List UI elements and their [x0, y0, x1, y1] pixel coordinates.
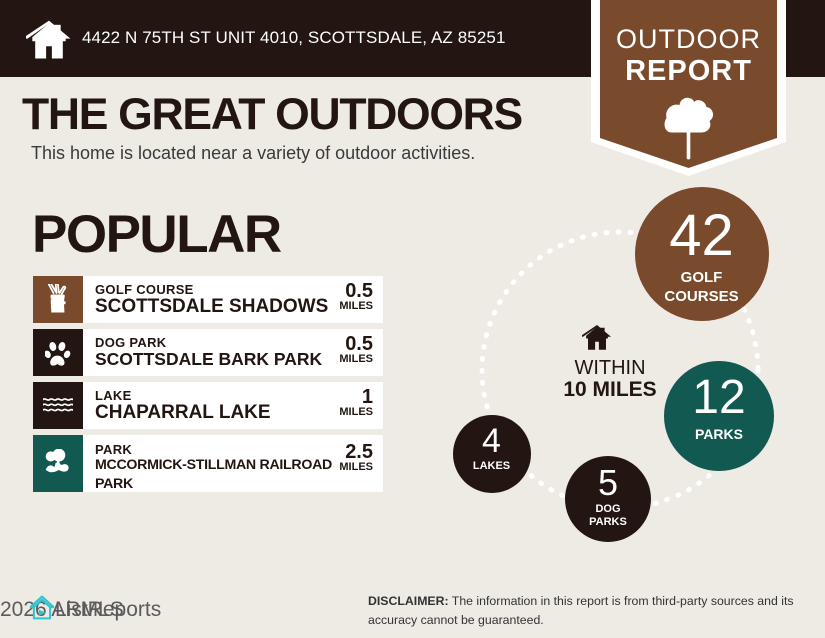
svg-text:OUTDOOR: OUTDOOR — [616, 24, 761, 54]
svg-text:REPORT: REPORT — [625, 55, 752, 87]
